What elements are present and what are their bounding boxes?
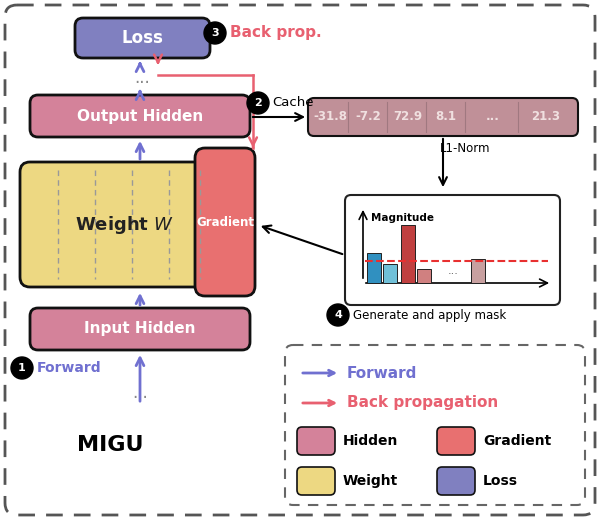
FancyBboxPatch shape	[5, 5, 595, 515]
Text: Back propagation: Back propagation	[347, 396, 498, 410]
Circle shape	[11, 357, 33, 379]
Text: Forward: Forward	[37, 361, 101, 375]
Circle shape	[204, 22, 226, 44]
Text: 2: 2	[254, 98, 262, 108]
Text: ...: ...	[132, 384, 148, 402]
Text: Hidden: Hidden	[343, 434, 398, 448]
FancyBboxPatch shape	[345, 195, 560, 305]
Text: -7.2: -7.2	[355, 110, 381, 123]
FancyBboxPatch shape	[30, 308, 250, 350]
FancyBboxPatch shape	[437, 427, 475, 455]
Text: MIGU: MIGU	[77, 435, 143, 455]
FancyBboxPatch shape	[437, 467, 475, 495]
Text: Loss: Loss	[122, 29, 163, 47]
Bar	[367, 253, 381, 283]
Bar	[383, 265, 397, 283]
Text: 21.3: 21.3	[532, 110, 560, 123]
Text: Back prop.: Back prop.	[230, 25, 322, 41]
Text: Gradient: Gradient	[483, 434, 551, 448]
FancyBboxPatch shape	[75, 18, 210, 58]
Text: Generate and apply mask: Generate and apply mask	[353, 308, 506, 321]
Text: 3: 3	[211, 28, 219, 38]
Text: Forward: Forward	[347, 366, 418, 381]
Bar	[417, 268, 431, 283]
Text: Magnitude: Magnitude	[371, 213, 434, 223]
Circle shape	[327, 304, 349, 326]
Text: Loss: Loss	[483, 474, 518, 488]
Text: 72.9: 72.9	[394, 110, 422, 123]
Bar	[471, 258, 485, 283]
Text: -31.8: -31.8	[313, 110, 347, 123]
FancyBboxPatch shape	[297, 427, 335, 455]
Text: Input Hidden: Input Hidden	[84, 321, 196, 336]
Text: Weight $W$: Weight $W$	[76, 214, 175, 236]
Text: L1-Norm: L1-Norm	[440, 141, 491, 154]
Text: ...: ...	[134, 69, 150, 87]
Text: Output Hidden: Output Hidden	[77, 109, 203, 123]
Text: 1: 1	[18, 363, 26, 373]
Bar	[401, 225, 415, 283]
FancyBboxPatch shape	[195, 148, 255, 296]
Text: Gradient: Gradient	[196, 215, 254, 228]
Text: 8.1: 8.1	[436, 110, 457, 123]
Text: ...: ...	[448, 266, 458, 276]
FancyBboxPatch shape	[20, 162, 230, 287]
Text: ...: ...	[486, 110, 500, 123]
FancyBboxPatch shape	[308, 98, 578, 136]
Circle shape	[247, 92, 269, 114]
FancyBboxPatch shape	[297, 467, 335, 495]
Text: 4: 4	[334, 310, 342, 320]
FancyBboxPatch shape	[30, 95, 250, 137]
Text: Weight: Weight	[343, 474, 398, 488]
FancyBboxPatch shape	[285, 345, 585, 505]
Text: Cache: Cache	[272, 97, 314, 110]
